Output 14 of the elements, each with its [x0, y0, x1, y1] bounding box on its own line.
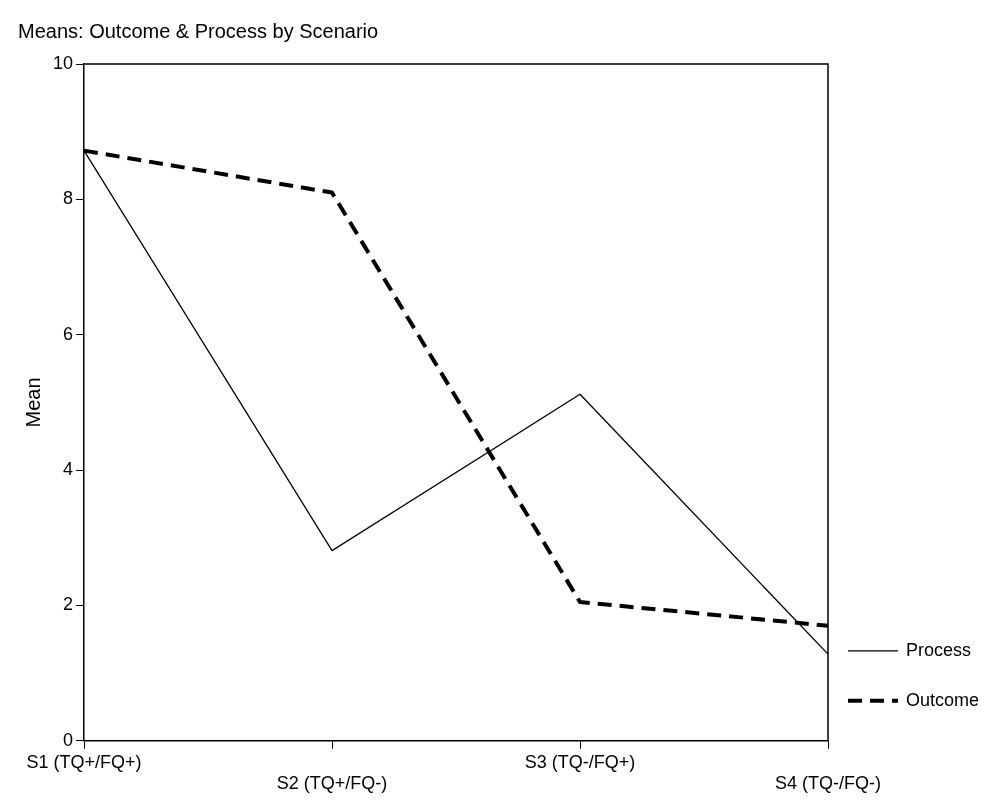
- x-tick-label: S2 (TQ+/FQ-): [276, 773, 388, 794]
- y-tick-label: 10: [52, 52, 74, 73]
- y-tick-label: 6: [63, 323, 74, 344]
- y-tick-label: 2: [63, 594, 74, 615]
- x-tick-label: S4 (TQ-/FQ-): [775, 773, 881, 794]
- y-tick-label: 8: [63, 188, 74, 209]
- chart-title: Means: Outcome & Process by Scenario: [18, 19, 379, 42]
- y-tick-label: 0: [63, 729, 74, 750]
- x-tick-label: S1 (TQ+/FQ+): [26, 751, 142, 772]
- y-tick-label: 4: [63, 459, 74, 480]
- x-tick-label: S3 (TQ-/FQ+): [524, 751, 636, 772]
- y-axis-title: Mean: [21, 377, 44, 428]
- legend-label: Outcome: [906, 689, 980, 710]
- legend-label: Process: [906, 639, 972, 660]
